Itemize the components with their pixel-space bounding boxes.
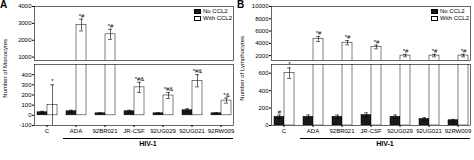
- svg-text:92UG021: 92UG021: [179, 128, 205, 134]
- svg-text:2000: 2000: [18, 37, 32, 43]
- html-text:With CCL2: With CCL2: [440, 15, 469, 21]
- svg-text:4000: 4000: [18, 3, 32, 9]
- svg-text:0: 0: [265, 122, 269, 128]
- svg-text:10000: 10000: [252, 3, 269, 9]
- svg-text:*&: *&: [223, 92, 229, 98]
- svg-text:JR-CSF: JR-CSF: [123, 128, 145, 134]
- html-text:Number of Lymphocytes: Number of Lymphocytes: [238, 35, 245, 101]
- svg-text:ADA: ADA: [70, 128, 82, 134]
- svg-text:400: 400: [258, 88, 269, 94]
- html-text:A: A: [0, 0, 8, 10]
- svg-text:0: 0: [28, 112, 32, 118]
- svg-text:*#&: *#&: [164, 86, 174, 92]
- svg-text:C: C: [45, 128, 50, 134]
- svg-text:2000: 2000: [255, 53, 269, 59]
- svg-text:200: 200: [258, 105, 269, 111]
- svg-text:600: 600: [258, 70, 269, 76]
- svg-text:*#: *#: [345, 34, 351, 40]
- html-text:No CCL2: No CCL2: [203, 8, 228, 14]
- svg-text:C: C: [282, 128, 287, 134]
- svg-text:*#&: *#&: [135, 76, 145, 82]
- html-text:No CCL2: No CCL2: [440, 8, 465, 14]
- svg-text:1000: 1000: [18, 54, 32, 60]
- html-text:B: B: [237, 0, 245, 10]
- svg-text:92BR021: 92BR021: [329, 128, 355, 134]
- svg-text:400: 400: [21, 72, 32, 78]
- svg-text:JR-CSF: JR-CSF: [360, 128, 382, 134]
- html-text:HIV-1: HIV-1: [139, 140, 157, 147]
- svg-text:ADA: ADA: [307, 128, 319, 134]
- svg-text:92UG021: 92UG021: [416, 128, 442, 134]
- svg-text:*: *: [51, 78, 54, 84]
- svg-text:3000: 3000: [18, 20, 32, 26]
- svg-text:92RW009: 92RW009: [445, 128, 472, 134]
- svg-text:300: 300: [21, 82, 32, 88]
- svg-text:92BR021: 92BR021: [92, 128, 118, 134]
- html-text:With CCL2: With CCL2: [203, 15, 232, 21]
- svg-text:*#: *#: [374, 39, 380, 45]
- svg-text:*#: *#: [461, 48, 467, 54]
- html-text:Number of Monocytes: Number of Monocytes: [1, 38, 8, 98]
- svg-text:*#: *#: [108, 23, 114, 29]
- svg-text:#: #: [278, 109, 282, 115]
- svg-text:*#: *#: [432, 48, 438, 54]
- svg-text:92RW009: 92RW009: [208, 128, 235, 134]
- svg-text:*#: *#: [79, 13, 85, 19]
- html-text:HIV-1: HIV-1: [376, 140, 394, 147]
- svg-text:100: 100: [21, 102, 32, 108]
- svg-text:*#&: *#&: [193, 68, 203, 74]
- svg-text:-100: -100: [19, 122, 32, 128]
- svg-text:4000: 4000: [255, 40, 269, 46]
- svg-text:92UG029: 92UG029: [387, 128, 413, 134]
- svg-text:*#: *#: [403, 48, 409, 54]
- svg-text:200: 200: [21, 92, 32, 98]
- svg-text:8000: 8000: [255, 16, 269, 22]
- svg-text:*#: *#: [316, 30, 322, 36]
- svg-text:92UG029: 92UG029: [150, 128, 176, 134]
- svg-text:6000: 6000: [255, 28, 269, 34]
